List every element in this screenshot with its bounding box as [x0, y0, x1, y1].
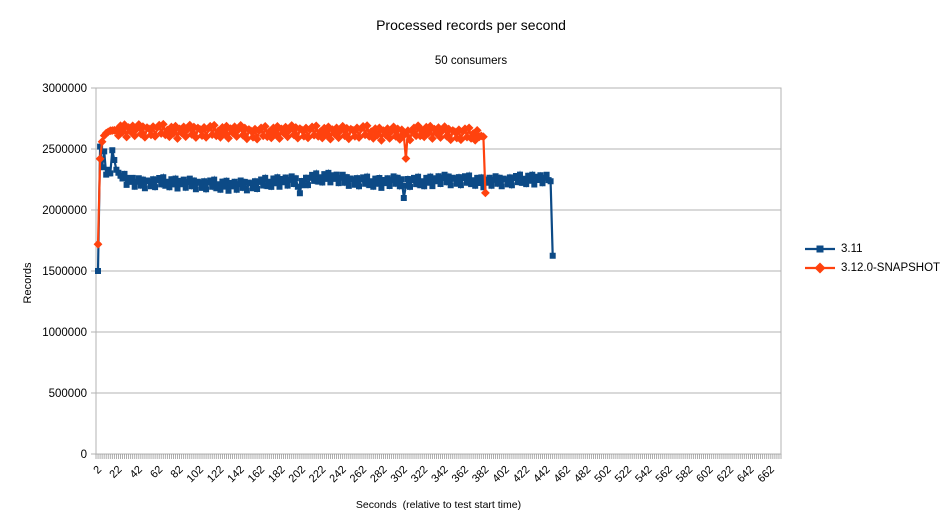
x-tick-label: 482: [572, 464, 593, 485]
chart-title: Processed records per second: [376, 17, 566, 33]
x-tick-label: 302: [388, 464, 409, 485]
y-tick-label: 3000000: [42, 83, 87, 95]
x-tick-label: 502: [592, 464, 613, 485]
series-markers-3-12-0-snapshot: [93, 119, 490, 249]
y-tick-labels: 0 500000 1000000 1500000 2000000 2500000 30000…: [42, 83, 87, 461]
x-tick-label: 542: [633, 464, 654, 485]
x-tick-label: 182: [266, 464, 287, 485]
y-tick-label: 1000000: [42, 327, 87, 339]
x-tick-label: 602: [694, 464, 715, 485]
x-tick-label: 462: [552, 464, 573, 485]
x-tick-label: 622: [715, 464, 736, 485]
series-3-12-0-snapshot: [93, 119, 490, 249]
x-tick-label: 2: [91, 464, 104, 477]
x-tick-label: 662: [755, 464, 776, 485]
x-tick-label: 242: [327, 464, 348, 485]
x-axis-title: Seconds (relative to test start time): [355, 499, 522, 511]
series-markers-3-11: [95, 143, 556, 274]
x-tick-label: 42: [128, 464, 145, 481]
chart-subtitle: 50 consumers: [434, 55, 508, 67]
x-tick-label: 582: [674, 464, 695, 485]
x-tick-labels: 2 22 42 62 821021221421621822022222422622823…: [91, 464, 777, 485]
y-gridlines: [91, 87, 781, 455]
x-tick-label: 262: [348, 464, 369, 485]
x-tick-label: 122: [205, 464, 226, 485]
legend-diamond-marker-icon: [805, 262, 835, 274]
x-tick-label: 522: [613, 464, 634, 485]
x-tick-label: 202: [287, 464, 308, 485]
x-tick-label: 162: [246, 464, 267, 485]
y-tick-label: 2000000: [42, 205, 87, 217]
y-tick-label: 1500000: [42, 266, 87, 278]
x-tick-label: 362: [450, 464, 471, 485]
y-tick-label: 2500000: [42, 144, 87, 156]
legend-label-3-11: 3.11: [841, 243, 863, 255]
x-tick-label: 62: [148, 464, 165, 481]
legend: 3.11 3.12.0-SNAPSHOT: [804, 240, 940, 277]
x-tick-label: 562: [654, 464, 675, 485]
legend-square-marker-icon: [805, 245, 835, 253]
x-tick-label: 282: [368, 464, 389, 485]
x-tick-label: 22: [107, 464, 124, 481]
x-tick-label: 402: [490, 464, 511, 485]
x-tick-label: 382: [470, 464, 491, 485]
legend-item-3-12-0-snapshot: 3.12.0-SNAPSHOT: [804, 259, 940, 277]
x-tick-label: 442: [531, 464, 552, 485]
x-tick-label: 642: [735, 464, 756, 485]
y-tick-label: 0: [81, 449, 87, 461]
x-tick-label: 322: [409, 464, 430, 485]
y-tick-label: 500000: [49, 388, 87, 400]
x-tick-label: 422: [511, 464, 532, 485]
x-tick-label: 342: [429, 464, 450, 485]
x-minor-ticks: [95, 454, 782, 459]
x-tick-label: 222: [307, 464, 328, 485]
legend-label-3-12-0-snapshot: 3.12.0-SNAPSHOT: [841, 262, 941, 274]
x-tick-label: 102: [185, 464, 206, 485]
x-tick-label: 142: [225, 464, 246, 485]
series-3-11: [95, 143, 556, 274]
x-tick-label: 82: [169, 464, 186, 481]
legend-item-3-11: 3.11: [804, 240, 940, 258]
